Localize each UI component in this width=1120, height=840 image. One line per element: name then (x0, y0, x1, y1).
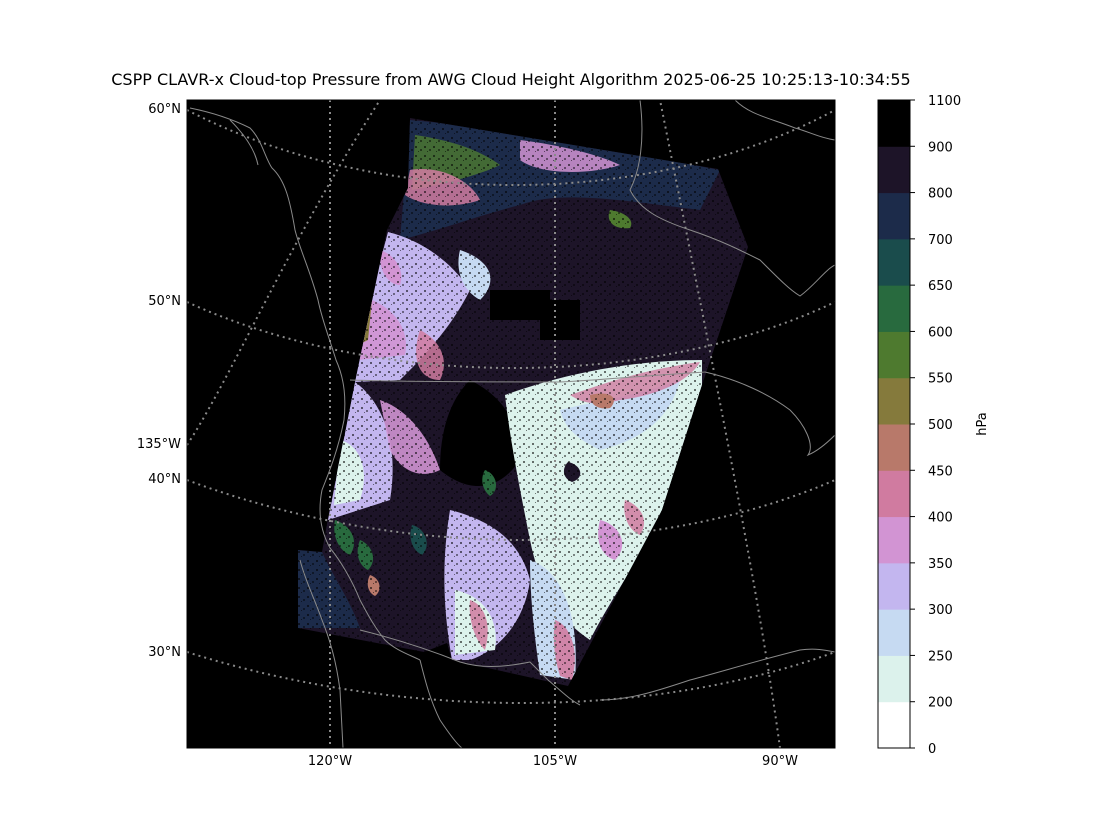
colorbar-tick-label: 550 (928, 372, 953, 387)
colorbar-swatch (878, 377, 910, 425)
colorbar-swatch (878, 331, 910, 379)
colorbar-tick-label: 300 (928, 603, 953, 618)
graticule (187, 100, 835, 748)
colorbar-swatch (878, 238, 910, 286)
colorbar-swatch (878, 609, 910, 656)
page-title: CSPP CLAVR-x Cloud-top Pressure from AWG… (111, 70, 911, 89)
colorbar-ticks: 0 200 250 300 350 400 450 500 550 600 650 700 800 900… (910, 94, 961, 757)
colorbar-swatch (878, 285, 910, 332)
colorbar-swatches (878, 100, 910, 749)
colorbar-frame (877, 99, 911, 749)
colorbar-tick-label: 650 (928, 279, 953, 294)
colorbar-tick-label: 450 (928, 464, 953, 479)
cloud-swath (298, 118, 748, 686)
colorbar-tick-label: 500 (928, 418, 953, 433)
colorbar-tick-label: 800 (928, 187, 953, 202)
colorbar-tick-label: 700 (928, 233, 953, 248)
colorbar-tick-label: 200 (928, 696, 953, 711)
lat-label-30n: 30°N (148, 645, 181, 660)
lat-label-60n: 60°N (148, 102, 181, 117)
colorbar-tick-label: 1100 (928, 94, 961, 109)
colorbar-swatch (878, 562, 910, 610)
colorbar-tick-label: 400 (928, 511, 953, 526)
colorbar-swatch (878, 701, 910, 749)
lon-label-90w: 90°W (762, 754, 798, 769)
lon-label-120w: 120°W (308, 754, 352, 769)
colorbar-swatch (878, 192, 910, 240)
lat-label-40n: 40°N (148, 472, 181, 487)
colorbar-tick-label: 600 (928, 325, 953, 340)
colorbar-swatch (878, 146, 910, 194)
colorbar-tick-label: 250 (928, 649, 953, 664)
coastlines (189, 100, 835, 748)
colorbar-tick-label: 350 (928, 557, 953, 572)
map-frame (186, 99, 836, 749)
lat-label-50n: 50°N (148, 294, 181, 309)
colorbar-tick-label: 0 (928, 742, 936, 757)
colorbar-tick-label: 900 (928, 140, 953, 155)
colorbar-swatch (878, 100, 910, 147)
colorbar-swatch (878, 516, 910, 564)
lon-label-135w: 135°W (137, 437, 181, 452)
colorbar-label: hPa (975, 412, 990, 435)
colorbar-swatch (878, 424, 910, 471)
colorbar-swatch (878, 655, 910, 703)
colorbar-swatch (878, 470, 910, 518)
lon-label-105w: 105°W (533, 754, 577, 769)
